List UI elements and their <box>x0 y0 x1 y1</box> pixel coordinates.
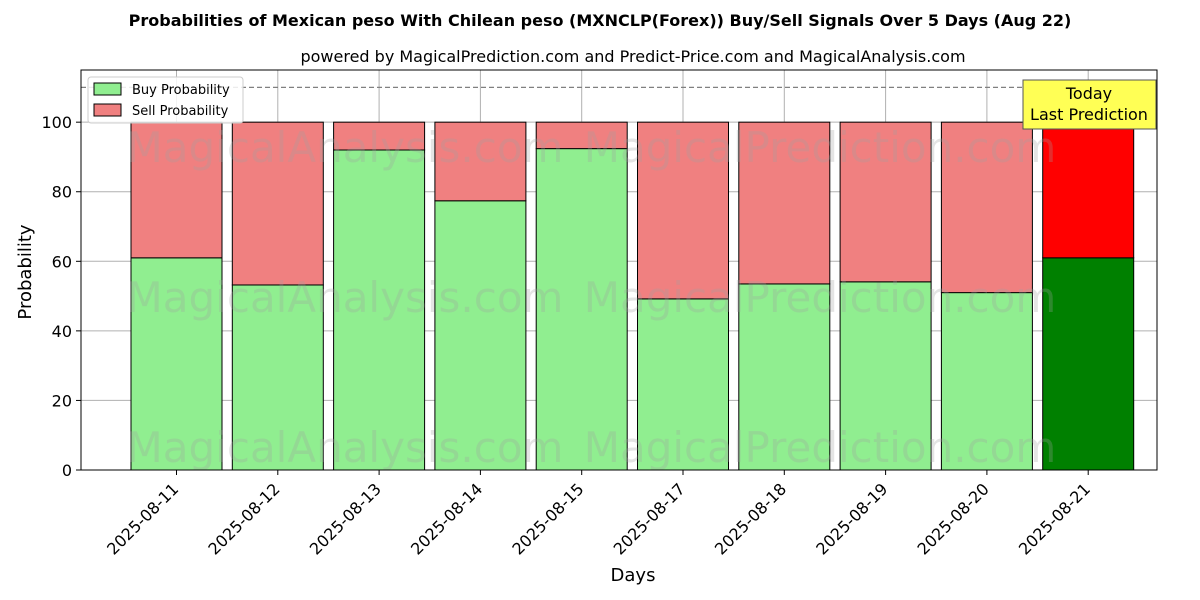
bar-sell <box>130 121 223 259</box>
y-tick-label: 60 <box>52 252 72 271</box>
bar-buy <box>637 298 729 471</box>
annotation-line-2: Last Prediction <box>1030 105 1148 124</box>
chart-subtitle: powered by MagicalPrediction.com and Pre… <box>300 47 965 66</box>
legend-label-sell: Sell Probability <box>132 104 229 119</box>
bars <box>130 121 1135 471</box>
x-tick-label: 2025-08-21 <box>1015 479 1094 558</box>
x-axis-label: Days <box>611 565 656 586</box>
x-tick-label: 2025-08-19 <box>812 479 891 558</box>
y-tick-label: 80 <box>52 183 72 202</box>
watermarks: MagicalAnalysis.com MagicalPrediction.com… <box>127 123 1057 472</box>
chart-title: Probabilities of Mexican peso With Chile… <box>129 11 1072 30</box>
watermark-text: MagicalPrediction.com <box>584 273 1057 322</box>
bar-sell <box>637 121 729 300</box>
y-axis: 0 20 40 60 80 100 <box>41 113 81 480</box>
x-tick-label: 2025-08-15 <box>508 479 587 558</box>
y-tick-label: 100 <box>41 113 72 132</box>
x-tick-label: 2025-08-18 <box>711 479 790 558</box>
bar-sell <box>940 121 1033 294</box>
legend-label-buy: Buy Probability <box>132 83 230 98</box>
legend-swatch-sell <box>93 103 122 117</box>
bar-buy <box>940 292 1033 471</box>
watermark-text: MagicalAnalysis.com <box>127 423 564 472</box>
bar-sell <box>231 121 324 286</box>
y-tick-label: 40 <box>52 322 72 341</box>
watermark-text: MagicalPrediction.com <box>584 423 1057 472</box>
legend-box <box>87 76 244 124</box>
watermark-text: MagicalPrediction.com <box>584 123 1057 172</box>
legend: Buy Probability Sell Probability <box>87 76 244 124</box>
bar-buy <box>333 149 426 471</box>
x-tick-label: 2025-08-17 <box>610 479 689 558</box>
x-tick-label: 2025-08-13 <box>306 479 385 558</box>
x-tick-label: 2025-08-20 <box>914 479 993 558</box>
annotation-line-1: Today <box>1065 84 1112 103</box>
today-annotation: Today Last Prediction <box>1022 79 1157 130</box>
x-tick-label: 2025-08-11 <box>103 479 182 558</box>
bar-sell <box>738 121 831 285</box>
y-tick-label: 20 <box>52 391 72 410</box>
watermark-text: MagicalAnalysis.com <box>127 123 564 172</box>
plot-frame <box>80 69 1158 471</box>
bar-sell <box>1042 121 1135 259</box>
x-tick-label: 2025-08-12 <box>204 479 283 558</box>
y-axis-label: Probability <box>15 224 36 319</box>
annotation-box <box>1022 79 1157 130</box>
bar-buy <box>839 281 932 471</box>
bar-buy <box>738 283 831 471</box>
bar-sell <box>535 121 628 150</box>
x-tick-label: 2025-08-14 <box>407 479 486 558</box>
watermark-text: MagicalAnalysis.com <box>127 273 564 322</box>
y-tick-label: 0 <box>62 461 72 480</box>
x-axis: 2025-08-11 2025-08-12 2025-08-13 2025-08-14… <box>103 470 1094 559</box>
legend-swatch-buy <box>93 82 122 96</box>
bar-buy <box>130 257 223 471</box>
bar-buy <box>1042 257 1135 471</box>
bar-buy <box>434 200 527 471</box>
bar-buy <box>535 148 628 471</box>
bar-sell <box>839 121 932 283</box>
bar-sell <box>434 121 527 202</box>
bar-sell <box>333 121 426 151</box>
